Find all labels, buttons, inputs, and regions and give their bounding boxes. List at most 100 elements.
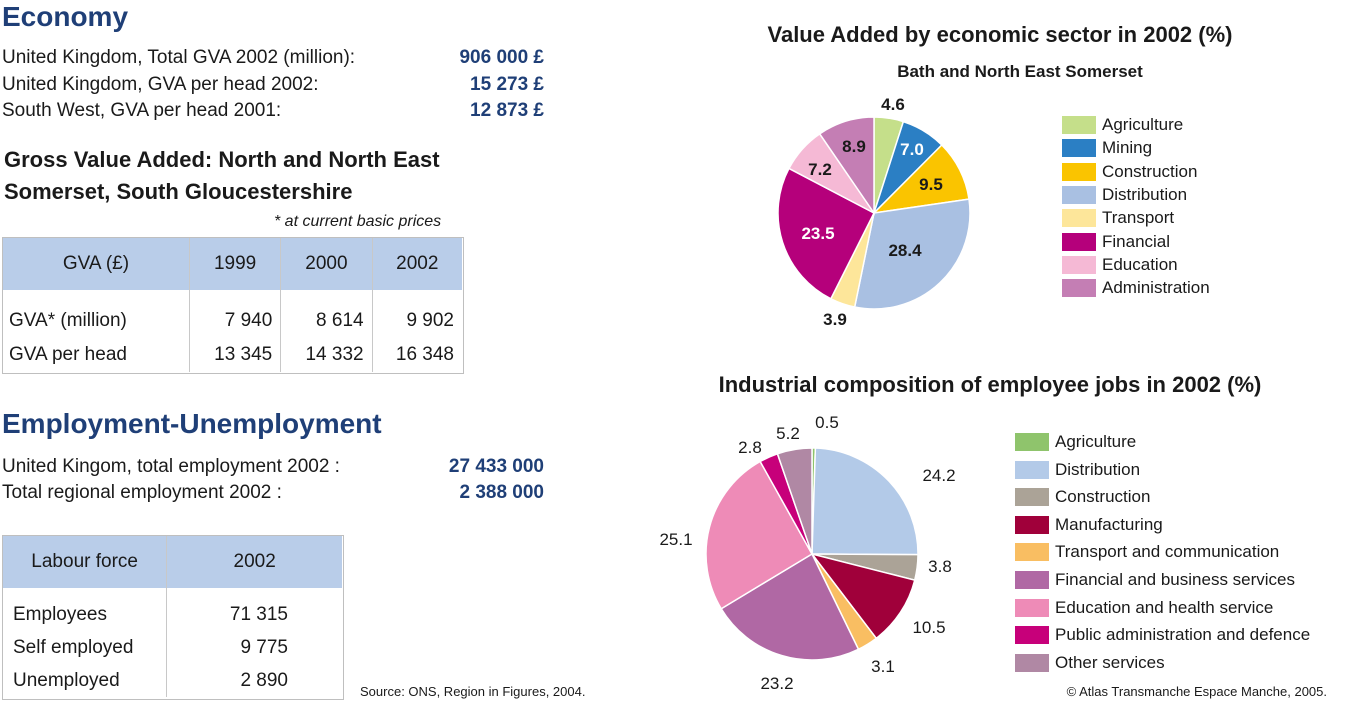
table-row: Self employed 9 775 [3,631,342,664]
legend-label: Construction [1102,161,1198,181]
legend-swatch [1015,626,1049,645]
stat-value: 906 000 £ [459,47,544,68]
gva-title-line1: Gross Value Added: North and North East [4,147,440,172]
gva-cell: 16 348 [395,344,454,365]
stat-label: United Kingom, total employment 2002 : [2,456,340,477]
stat-value: 27 433 000 [448,456,544,477]
gva-header: 1999 [189,238,282,290]
gva-cell: 13 345 [189,338,282,372]
legend-swatch [1015,488,1049,507]
slice-label: 7.0 [900,140,924,159]
legend-label: Financial [1102,231,1171,251]
chart2-title: Industrial composition of employee jobs … [718,372,1262,397]
table-row: GVA* (million) 7 940 8 614 9 902 [3,304,462,338]
legend-swatch [1015,598,1049,617]
slice-label: 10.5 [912,618,945,637]
table-row: GVA per head 13 345 14 332 16 348 [3,338,462,372]
chart2-pie: 0.5 24.2 3.8 10.5 3.1 23.2 25.1 2.8 5.2 [659,413,955,693]
slice-label: 0.5 [815,413,839,432]
copyright-note: © Atlas Transmanche Espace Manche, 2005. [1066,684,1327,699]
slice-label: 23.5 [801,224,834,243]
pie-slice-administration [818,116,875,216]
pie-slice-education-and-health-service [705,460,814,610]
pie-slice-distribution [811,447,919,556]
labour-header: Labour force [3,536,168,588]
labour-cell: 71 315 [229,603,288,625]
labour-header: 2002 [166,536,342,588]
legend-label: Other services [1055,652,1165,672]
slice-label: 4.6 [881,95,905,114]
legend-swatch [1062,209,1096,228]
slice-label: 28.4 [888,241,922,260]
legend-label: Transport and communication [1055,542,1280,562]
stat-label: South West, GVA per head 2001: [2,100,282,121]
legend-label: Distribution [1055,459,1141,479]
table-row: Unemployed 2 890 [3,664,342,697]
labour-row-label: Unemployed [3,664,168,697]
legend-label: Transport [1102,208,1175,228]
legend-swatch [1062,232,1096,251]
stat-value: 2 388 000 [459,482,544,503]
slice-label: 25.1 [659,530,692,549]
legend-label: Distribution [1102,184,1188,204]
slice-label: 3.9 [823,310,847,329]
legend-swatch [1015,571,1049,589]
pie-slice-financial-and-business-services [720,552,860,661]
slice-label: 8.9 [842,137,866,156]
slice-label: 3.1 [871,657,895,676]
gva-cell: 9 902 [406,310,454,331]
legend-label: Mining [1102,138,1153,158]
legend-label: Agriculture [1055,432,1137,451]
legend-label: Construction [1055,487,1151,507]
legend-swatch [1062,279,1096,298]
legend-swatch [1062,116,1096,134]
chart1-subtitle: Bath and North East Somerset [897,62,1143,81]
legend-swatch [1062,162,1096,181]
legend-swatch [1062,139,1096,158]
gva-header: GVA (£) [3,238,190,290]
legend-swatch [1015,515,1049,534]
slice-label: 5.2 [776,424,800,443]
legend-swatch [1015,433,1049,451]
legend-label: Financial and business services [1055,570,1296,589]
stat-label: United Kingdom, Total GVA 2002 (million)… [2,47,356,68]
chart1-pie: 4.6 7.0 9.5 28.4 3.9 23.5 7.2 8.9 [777,95,971,329]
legend-swatch [1062,255,1096,274]
gva-note: * at current basic prices [274,213,442,230]
legend-swatch [1015,653,1049,672]
gva-cell: 7 940 [189,304,282,338]
chart1-title: Value Added by economic sector in 2002 (… [767,22,1233,47]
gva-row-label: GVA per head [3,338,190,372]
source-note: Source: ONS, Region in Figures, 2004. [360,684,586,699]
gva-header: 2000 [280,238,373,290]
legend-swatch [1015,543,1049,562]
labour-table-frame [2,535,344,700]
legend-label: Agriculture [1102,115,1184,134]
stat-value: 15 273 £ [470,74,544,95]
gva-header: 2002 [372,238,462,290]
slice-label: 7.2 [808,160,832,179]
legend-label: Public administration and defence [1055,625,1311,645]
labour-row-label: Employees [3,598,168,631]
gva-row-label: GVA* (million) [3,304,190,338]
gva-table-frame [2,237,464,374]
slice-label: 3.8 [928,557,952,576]
legend-label: Education and health service [1055,597,1274,617]
slice-label: 23.2 [760,674,793,693]
labour-row-label: Self employed [3,631,168,664]
gva-cell: 14 332 [280,338,373,372]
table-row: Employees 71 315 [3,598,342,631]
labour-cell: 9 775 [240,636,288,658]
legend-label: Manufacturing [1055,514,1163,534]
pie-slice-manufacturing [810,552,916,640]
legend-label: Education [1102,254,1178,274]
slice-label: 9.5 [919,175,943,194]
slice-label: 2.8 [738,438,762,457]
stat-value: 12 873 £ [470,100,544,121]
labour-cell: 2 890 [240,669,288,691]
gva-title-line2: Somerset, South Gloucestershire [4,179,353,204]
slice-label: 24.2 [922,466,955,485]
legend-label: Administration [1102,278,1210,298]
pie-slice-distribution [853,198,971,310]
economy-heading: Economy [2,1,129,32]
